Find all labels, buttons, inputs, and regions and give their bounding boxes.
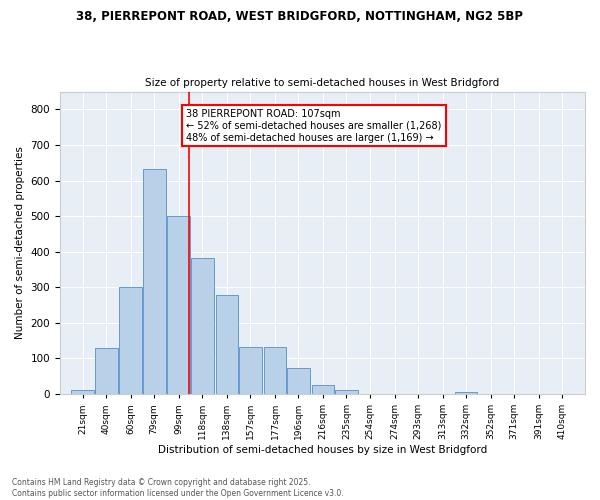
Title: Size of property relative to semi-detached houses in West Bridgford: Size of property relative to semi-detach… — [145, 78, 500, 88]
X-axis label: Distribution of semi-detached houses by size in West Bridgford: Distribution of semi-detached houses by … — [158, 445, 487, 455]
Bar — [191, 258, 214, 394]
Text: 38 PIERREPONT ROAD: 107sqm
← 52% of semi-detached houses are smaller (1,268)
48%: 38 PIERREPONT ROAD: 107sqm ← 52% of semi… — [186, 110, 442, 142]
Y-axis label: Number of semi-detached properties: Number of semi-detached properties — [15, 146, 25, 339]
Bar — [263, 348, 286, 394]
Bar — [311, 385, 334, 394]
Bar — [71, 390, 94, 394]
Bar — [287, 368, 310, 394]
Bar — [95, 348, 118, 394]
Bar — [239, 348, 262, 394]
Bar — [455, 392, 478, 394]
Bar — [119, 288, 142, 394]
Bar — [143, 169, 166, 394]
Bar — [215, 295, 238, 394]
Text: Contains HM Land Registry data © Crown copyright and database right 2025.
Contai: Contains HM Land Registry data © Crown c… — [12, 478, 344, 498]
Bar — [167, 216, 190, 394]
Text: 38, PIERREPONT ROAD, WEST BRIDGFORD, NOTTINGHAM, NG2 5BP: 38, PIERREPONT ROAD, WEST BRIDGFORD, NOT… — [77, 10, 523, 23]
Bar — [335, 390, 358, 394]
